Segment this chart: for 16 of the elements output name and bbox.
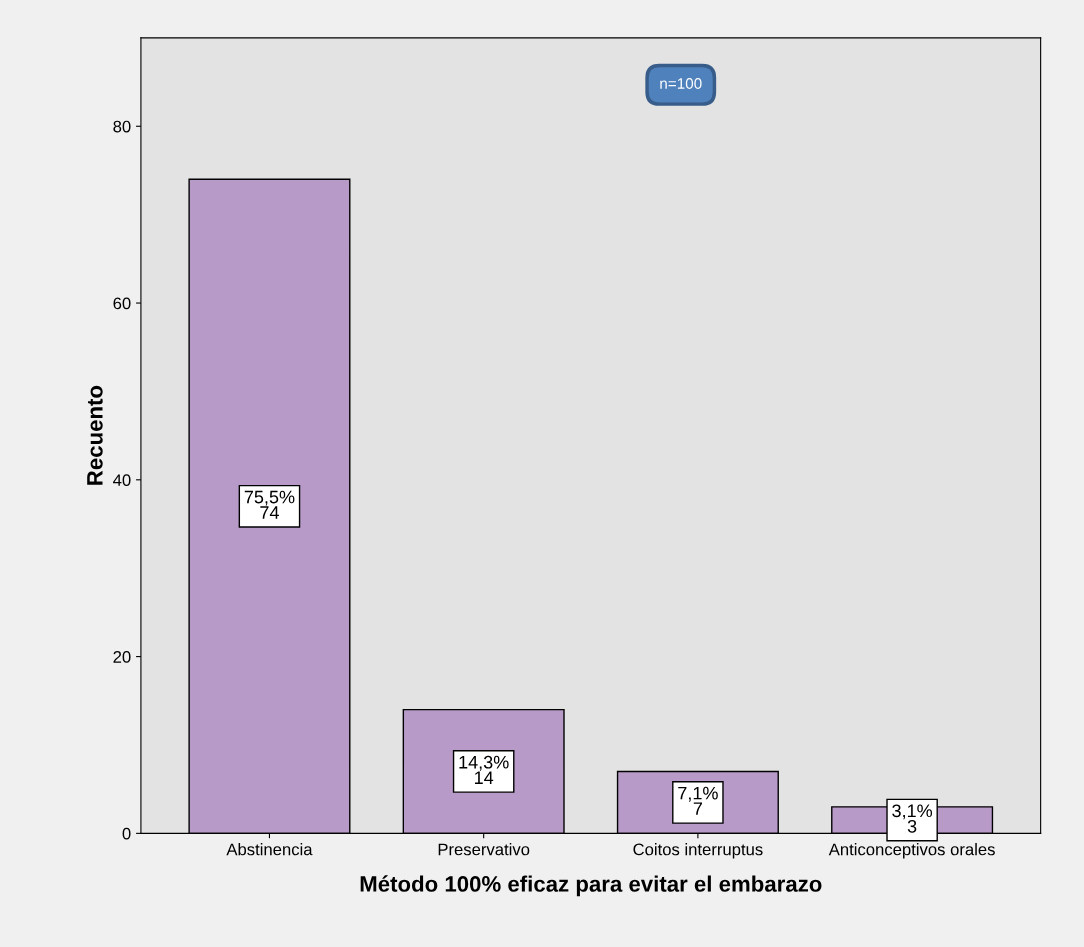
- y-tick-label: 80: [113, 120, 131, 133]
- y-tick-label: 0: [122, 827, 131, 840]
- x-tick-label: Anticonceptivos orales: [828, 843, 995, 859]
- y-tick-label: 20: [113, 650, 131, 663]
- annotation: n=100: [660, 78, 702, 89]
- x-tick-label: Coitos interruptus: [633, 843, 763, 859]
- x-tick-label: Abstinencia: [226, 843, 313, 856]
- data-label: 75,5% 74: [244, 490, 295, 519]
- data-label: 14,3% 14: [459, 755, 509, 784]
- x-tick-label: Preservativo: [438, 843, 530, 856]
- x-axis-title: Método 100% eficaz para evitar el embarazo: [360, 875, 822, 897]
- y-axis-title: Recuento: [87, 385, 103, 485]
- y-tick-label: 60: [113, 297, 131, 310]
- y-tick-label: 40: [113, 474, 131, 487]
- data-label: 7,1% 7: [678, 786, 718, 815]
- data-label: 3,1% 3: [892, 804, 933, 833]
